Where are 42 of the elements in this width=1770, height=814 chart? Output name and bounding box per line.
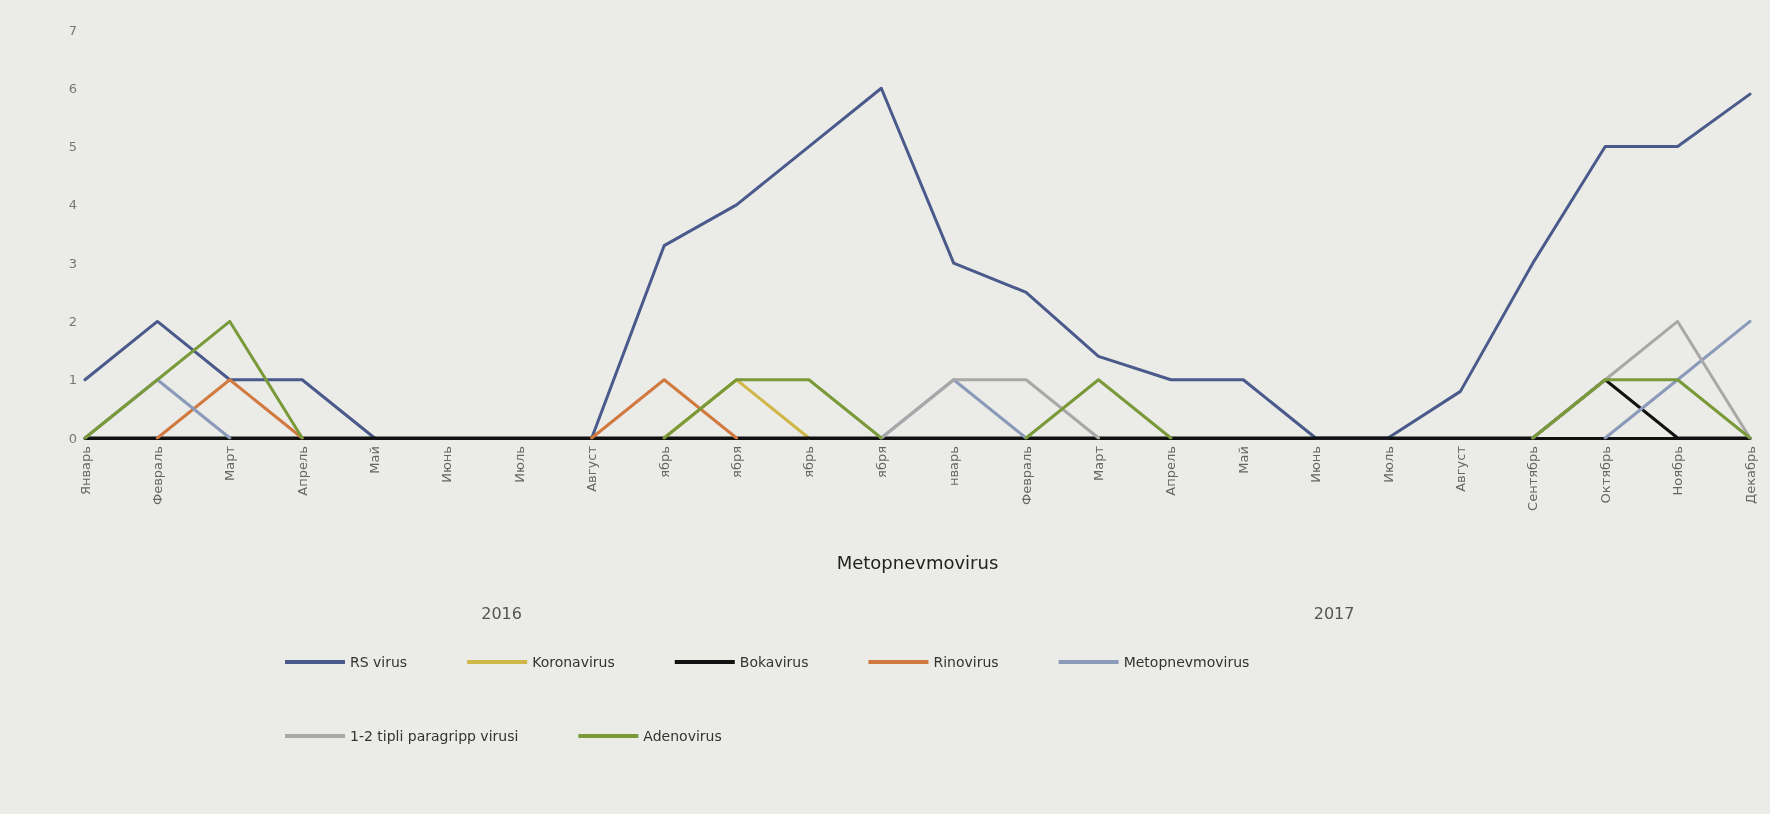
y-tick-label: 7 [68, 22, 77, 38]
x-tick-label: Декабрь [1742, 446, 1758, 504]
x-tick-label: ября [873, 446, 889, 478]
x-tick-label: Май [367, 446, 383, 474]
x-axis-title: Metopnevmovirus [836, 551, 999, 573]
x-tick-label: Март [1090, 445, 1106, 482]
y-tick-label: 4 [68, 197, 77, 213]
y-tick-label: 0 [68, 430, 77, 446]
legend-label: Bokavirus [739, 654, 809, 670]
legend-label: Adenovirus [643, 728, 722, 744]
x-tick-label: Июнь [1308, 446, 1324, 483]
y-tick-label: 1 [68, 372, 77, 388]
legend-label: RS virus [350, 654, 408, 670]
y-tick-label: 2 [68, 313, 77, 329]
x-tick-label: Июль [1380, 446, 1396, 483]
legend-label: Metopnevmovirus [1123, 654, 1250, 670]
x-tick-label: ября [729, 446, 745, 478]
x-tick-label: Январь [77, 446, 93, 496]
x-tick-label: Июль [511, 446, 527, 483]
x-tick-label: Август [1452, 445, 1468, 492]
text: 2017 [1313, 603, 1355, 623]
x-tick-label: ябрь [801, 446, 817, 478]
x-tick-label: Ноябрь [1670, 446, 1686, 496]
x-tick-label: Сентябрь [1525, 446, 1541, 511]
legend-label: Rinovirus [933, 654, 999, 670]
y-tick-label: 6 [68, 80, 77, 96]
x-tick-label: ябрь [656, 446, 672, 478]
x-tick-label: Февраль [1018, 446, 1034, 506]
x-tick-label: Август [584, 445, 600, 492]
y-tick-label: 3 [68, 255, 77, 271]
legend-label: Koronavirus [532, 654, 615, 670]
legend-label: 1-2 tipli paragripp virusi [350, 728, 519, 744]
x-tick-label: Май [1235, 446, 1251, 474]
x-tick-label: Апрель [294, 446, 310, 496]
x-tick-label: нварь [946, 446, 962, 487]
x-tick-label: Март [222, 445, 238, 482]
text: 2016 [481, 603, 522, 623]
x-tick-label: Октябрь [1597, 446, 1613, 504]
x-tick-label: Февраль [149, 446, 165, 506]
x-tick-label: Июнь [439, 446, 455, 483]
x-tick-label: Апрель [1163, 446, 1179, 496]
y-tick-label: 5 [68, 139, 77, 155]
